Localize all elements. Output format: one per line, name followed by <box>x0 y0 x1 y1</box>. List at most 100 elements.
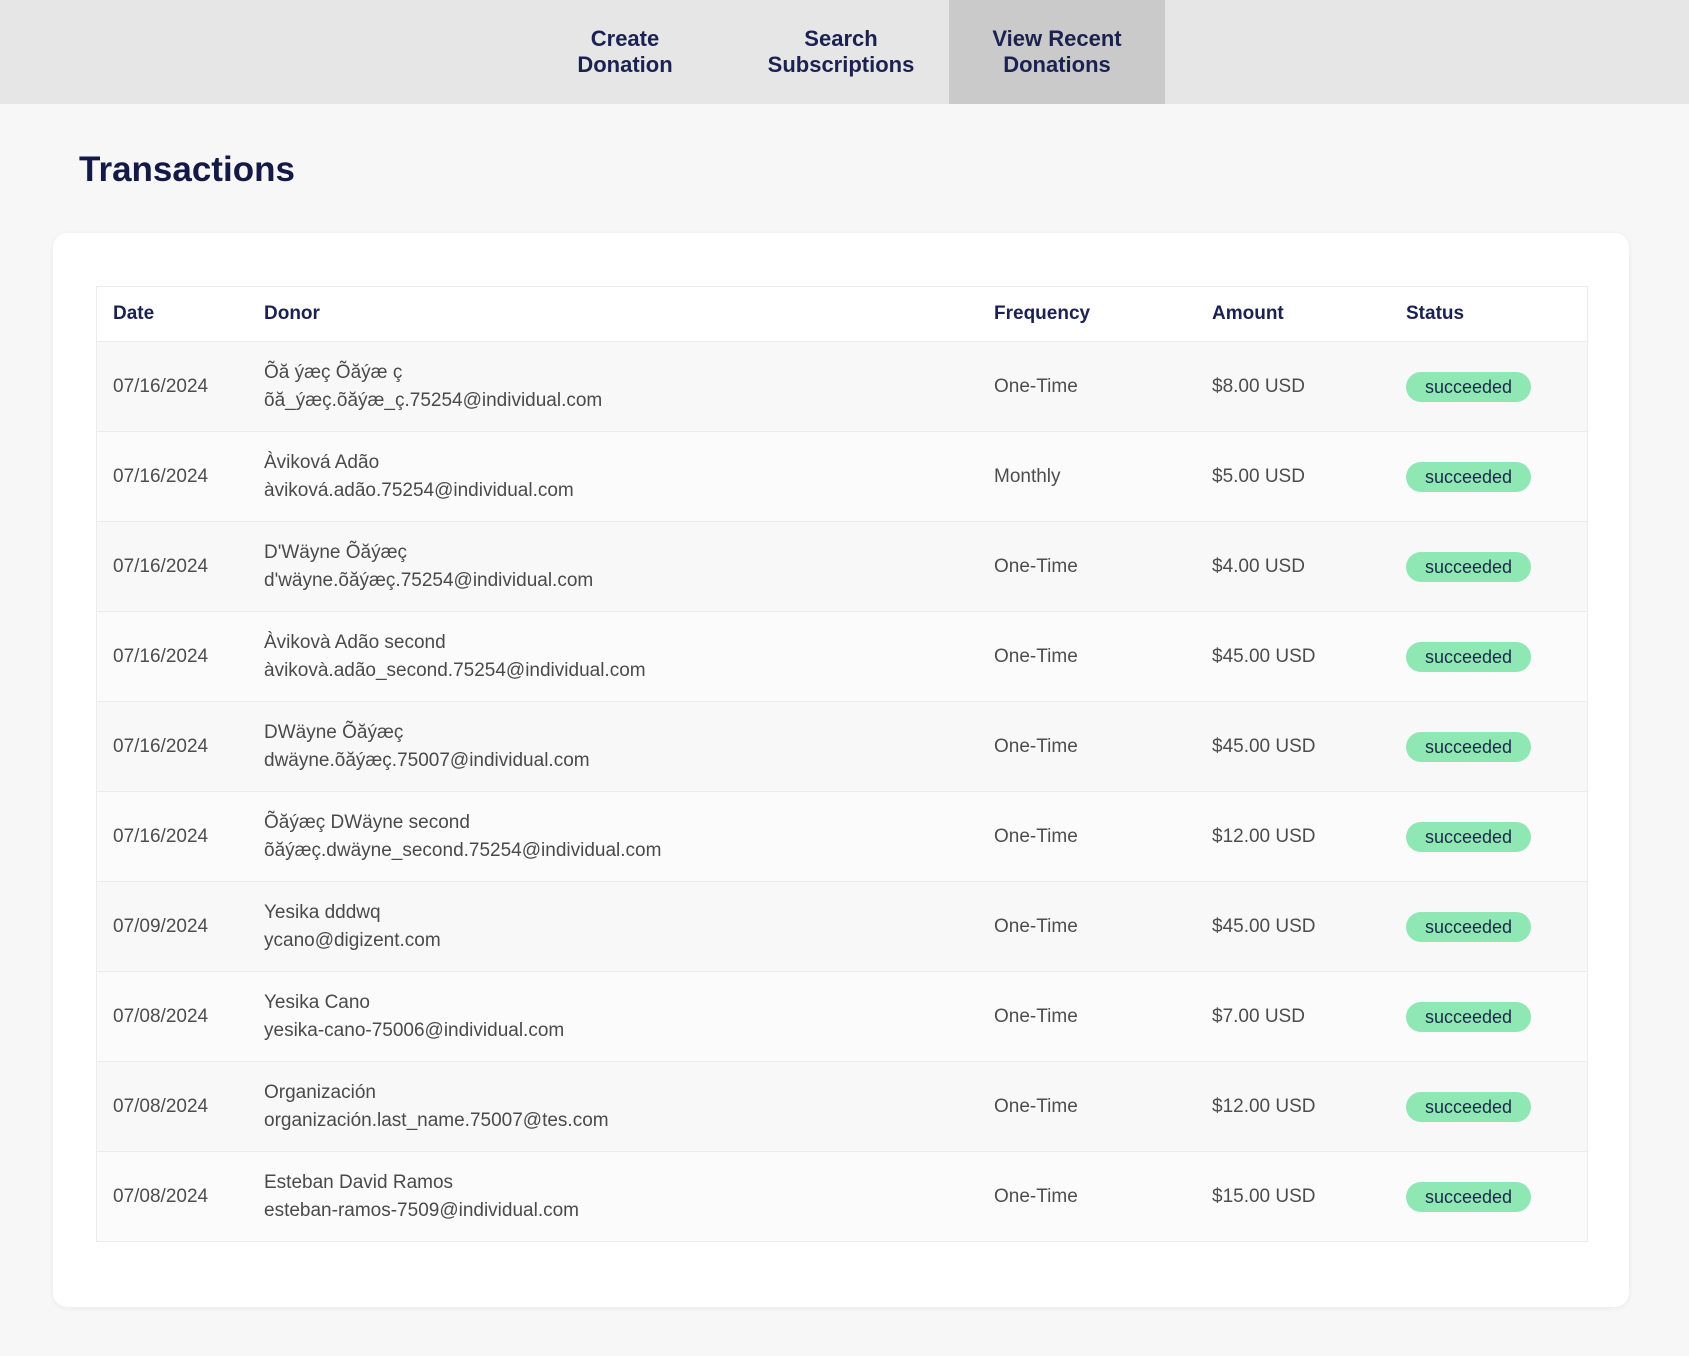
column-header-donor: Donor <box>264 303 320 324</box>
status-cell: succeeded <box>1406 612 1532 701</box>
donor-cell: Yesika dddwq ycano@digizent.com <box>264 882 441 971</box>
status-cell: succeeded <box>1406 792 1532 881</box>
status-cell: succeeded <box>1406 1062 1532 1151</box>
amount-cell: $15.00 USD <box>1212 1185 1316 1207</box>
page-title: Transactions <box>79 150 295 189</box>
tab-create-donation[interactable]: Create Donation <box>577 26 673 77</box>
status-cell: succeeded <box>1406 342 1532 431</box>
amount-cell: $12.00 USD <box>1212 825 1316 847</box>
status-badge: succeeded <box>1406 461 1532 492</box>
donor-email: dwäyne.õăýæç.75007@individual.com <box>264 749 590 771</box>
status-cell: succeeded <box>1406 882 1532 971</box>
date-cell: 07/09/2024 <box>113 915 209 937</box>
donor-name: Àviková Adão <box>264 451 380 473</box>
donor-name: D'Wäyne Õăýæç <box>264 541 408 563</box>
donor-cell: Àvikovà Adão second àvikovà.adão_second.… <box>264 612 646 701</box>
donor-email: yesika-cano-75006@individual.com <box>264 1019 565 1041</box>
frequency-cell: One-Time <box>994 645 1078 667</box>
column-header-status: Status <box>1406 303 1465 324</box>
table-row[interactable]: 07/08/2024 Esteban David Ramos esteban-r… <box>97 1152 1587 1241</box>
frequency-cell: One-Time <box>994 1005 1078 1027</box>
tab-search-subscriptions[interactable]: Search Subscriptions <box>767 26 915 77</box>
donor-cell: Õă ýæç Õăýæ ç õă_ýæç.õăýæ_ç.75254@indivi… <box>264 342 602 431</box>
donor-name: Organización <box>264 1081 376 1103</box>
date-cell: 07/16/2024 <box>113 465 209 487</box>
table-row[interactable]: 07/08/2024 Organización organización.las… <box>97 1062 1587 1152</box>
donor-email: õă_ýæç.õăýæ_ç.75254@individual.com <box>264 389 603 411</box>
top-navigation: Create Donation Search Subscriptions Vie… <box>0 0 1689 104</box>
donor-email: õăýæç.dwäyne_second.75254@individual.com <box>264 839 662 861</box>
table-row[interactable]: 07/16/2024 Àvikovà Adão second àvikovà.a… <box>97 612 1587 702</box>
donor-cell: DWäyne Õăýæç dwäyne.õăýæç.75007@individu… <box>264 702 590 791</box>
status-badge: succeeded <box>1406 1001 1532 1032</box>
table-row[interactable]: 07/16/2024 D'Wäyne Õăýæç d'wäyne.õăýæç.7… <box>97 522 1587 612</box>
date-cell: 07/16/2024 <box>113 645 209 667</box>
donor-email: ycano@digizent.com <box>264 929 441 951</box>
amount-cell: $45.00 USD <box>1212 915 1316 937</box>
donor-cell: Organización organización.last_name.7500… <box>264 1062 609 1151</box>
donor-name: Õă ýæç Õăýæ ç <box>264 361 403 383</box>
table-header: Date Donor Frequency Amount Status <box>97 287 1587 342</box>
status-cell: succeeded <box>1406 522 1532 611</box>
amount-cell: $45.00 USD <box>1212 735 1316 757</box>
status-badge: succeeded <box>1406 1091 1532 1122</box>
table-row[interactable]: 07/08/2024 Yesika Cano yesika-cano-75006… <box>97 972 1587 1062</box>
status-badge: succeeded <box>1406 821 1532 852</box>
column-header-frequency: Frequency <box>994 303 1091 324</box>
donor-cell: D'Wäyne Õăýæç d'wäyne.õăýæç.75254@indivi… <box>264 522 593 611</box>
donor-email: organización.last_name.75007@tes.com <box>264 1109 609 1131</box>
date-cell: 07/16/2024 <box>113 375 209 397</box>
donor-email: esteban-ramos-7509@individual.com <box>264 1199 580 1221</box>
status-cell: succeeded <box>1406 702 1532 791</box>
status-badge: succeeded <box>1406 371 1532 402</box>
status-badge: succeeded <box>1406 731 1532 762</box>
amount-cell: $4.00 USD <box>1212 555 1305 577</box>
amount-cell: $12.00 USD <box>1212 1095 1316 1117</box>
table-row[interactable]: 07/09/2024 Yesika dddwq ycano@digizent.c… <box>97 882 1587 972</box>
status-cell: succeeded <box>1406 1152 1532 1241</box>
amount-cell: $8.00 USD <box>1212 375 1305 397</box>
status-cell: succeeded <box>1406 432 1532 521</box>
donor-name: Àvikovà Adão second <box>264 631 446 653</box>
table-body: 07/16/2024 Õă ýæç Õăýæ ç õă_ýæç.õăýæ_ç.7… <box>97 342 1587 1241</box>
date-cell: 07/16/2024 <box>113 555 209 577</box>
table-row[interactable]: 07/16/2024 Õăýæç DWäyne second õăýæç.dwä… <box>97 792 1587 882</box>
date-cell: 07/08/2024 <box>113 1185 209 1207</box>
table-row[interactable]: 07/16/2024 Àviková Adão àviková.adão.752… <box>97 432 1587 522</box>
table-row[interactable]: 07/16/2024 Õă ýæç Õăýæ ç õă_ýæç.õăýæ_ç.7… <box>97 342 1587 432</box>
amount-cell: $5.00 USD <box>1212 465 1305 487</box>
donor-email: àviková.adão.75254@individual.com <box>264 479 574 501</box>
donor-name: Õăýæç DWäyne second <box>264 811 470 833</box>
frequency-cell: One-Time <box>994 555 1078 577</box>
column-header-date: Date <box>113 303 155 324</box>
date-cell: 07/08/2024 <box>113 1005 209 1027</box>
date-cell: 07/08/2024 <box>113 1095 209 1117</box>
frequency-cell: One-Time <box>994 375 1078 397</box>
donor-name: Yesika dddwq <box>264 901 381 923</box>
frequency-cell: One-Time <box>994 825 1078 847</box>
frequency-cell: One-Time <box>994 1185 1078 1207</box>
donor-name: Yesika Cano <box>264 991 370 1013</box>
amount-cell: $7.00 USD <box>1212 1005 1305 1027</box>
status-badge: succeeded <box>1406 641 1532 672</box>
donor-cell: Õăýæç DWäyne second õăýæç.dwäyne_second.… <box>264 792 661 881</box>
status-badge: succeeded <box>1406 551 1532 582</box>
donor-name: Esteban David Ramos <box>264 1171 454 1193</box>
frequency-cell: Monthly <box>994 465 1061 487</box>
donor-name: DWäyne Õăýæç <box>264 721 404 743</box>
table-row[interactable]: 07/16/2024 DWäyne Õăýæç dwäyne.õăýæç.750… <box>97 702 1587 792</box>
frequency-cell: One-Time <box>994 735 1078 757</box>
amount-cell: $45.00 USD <box>1212 645 1316 667</box>
donor-email: d'wäyne.õăýæç.75254@individual.com <box>264 569 594 591</box>
donor-cell: Yesika Cano yesika-cano-75006@individual… <box>264 972 564 1061</box>
status-badge: succeeded <box>1406 911 1532 942</box>
date-cell: 07/16/2024 <box>113 825 209 847</box>
donor-email: àvikovà.adão_second.75254@individual.com <box>264 659 646 681</box>
transactions-table: Date Donor Frequency Amount Status 07/16… <box>96 286 1588 1242</box>
donor-cell: Esteban David Ramos esteban-ramos-7509@i… <box>264 1152 579 1241</box>
date-cell: 07/16/2024 <box>113 735 209 757</box>
status-badge: succeeded <box>1406 1181 1532 1212</box>
donor-cell: Àviková Adão àviková.adão.75254@individu… <box>264 432 574 521</box>
tab-view-recent-donations[interactable]: View Recent Donations <box>949 0 1165 104</box>
column-header-amount: Amount <box>1212 303 1284 324</box>
